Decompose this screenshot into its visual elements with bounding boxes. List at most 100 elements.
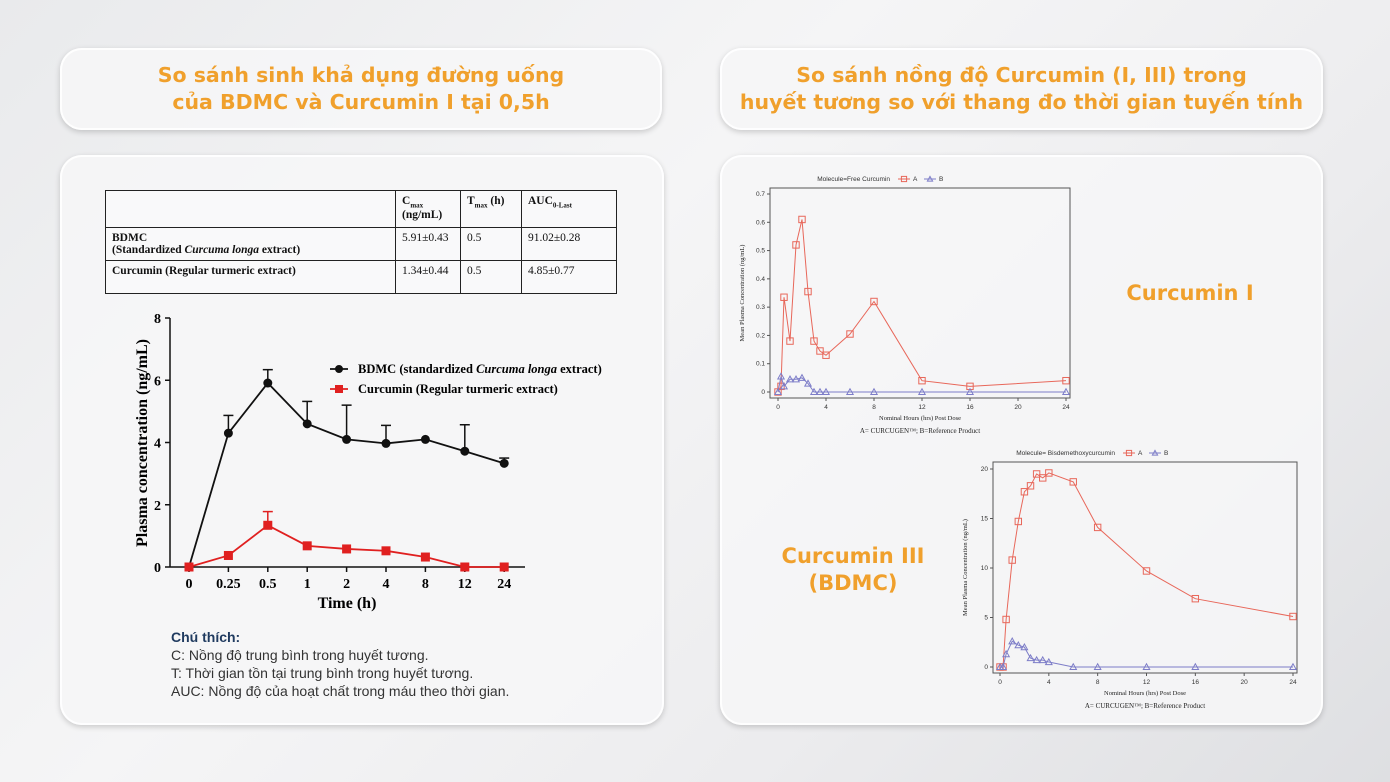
data-point <box>1062 376 1070 385</box>
data-point <box>815 387 825 396</box>
data-point <box>1008 637 1017 645</box>
data-point <box>1014 640 1023 649</box>
legend-label: B <box>939 176 943 183</box>
data-point <box>810 337 818 345</box>
legend-marker <box>1151 449 1159 456</box>
data-point <box>1032 655 1041 664</box>
data-point <box>791 375 801 383</box>
x-tick-label: 20 <box>1241 679 1249 686</box>
series-line <box>777 219 1067 393</box>
data-point <box>1191 594 1200 603</box>
series-line <box>1000 640 1293 668</box>
note-line: T: Thời gian tồn tại trung bình trong hu… <box>171 665 474 681</box>
data-point <box>1069 478 1077 486</box>
y-tick-label: 0.1 <box>756 361 765 368</box>
data-point <box>846 330 854 338</box>
data-point <box>779 382 789 390</box>
auc-cell: 91.02±0.28 <box>521 227 617 261</box>
data-point <box>786 337 794 345</box>
data-point <box>1039 474 1047 482</box>
data-point <box>1045 469 1053 477</box>
series-line <box>777 376 1066 393</box>
x-tick-label: 12 <box>1143 679 1151 686</box>
data-point <box>1289 612 1297 621</box>
data-point <box>1020 642 1029 651</box>
data-point <box>1142 662 1151 671</box>
y-tick-label: 15 <box>981 516 989 523</box>
x-tick-label: 16 <box>1192 679 1200 686</box>
data-point <box>1038 655 1047 664</box>
data-point <box>223 550 233 560</box>
right-content-card <box>720 155 1323 725</box>
x-tick-label: 0 <box>776 404 780 411</box>
y-tick-label: 20 <box>981 466 989 473</box>
data-point <box>821 387 831 396</box>
y-tick-label: 10 <box>981 565 989 572</box>
table-row: BDMC (Standardized Curcuma longa extract)… <box>105 227 617 261</box>
legend-marker <box>900 175 908 183</box>
y-tick-label: 0.2 <box>756 332 765 339</box>
data-point <box>999 662 1008 671</box>
data-point <box>1044 657 1053 666</box>
x-axis-label: Time (h) <box>318 595 377 612</box>
x-tick-label: 0.5 <box>259 577 277 592</box>
data-point <box>1008 556 1016 564</box>
data-point <box>1020 488 1029 496</box>
data-point <box>1061 387 1071 396</box>
right-title-card: So sánh nồng độ Curcumin (I, III) trong … <box>720 48 1323 130</box>
left-title-line1: So sánh sinh khả dụng đường uống <box>157 63 565 87</box>
y-tick-label: 2 <box>154 499 161 514</box>
x-tick-label: 1 <box>304 577 311 592</box>
x-tick-label: 24 <box>1289 679 1297 686</box>
notes-heading: Chú thích: <box>171 629 241 645</box>
data-point <box>1069 662 1078 671</box>
x-tick-label: 24 <box>497 577 511 592</box>
legend-marker <box>335 385 343 393</box>
data-point <box>1026 482 1035 490</box>
data-point <box>1093 523 1102 532</box>
series-line <box>1000 472 1294 668</box>
data-point <box>809 387 819 396</box>
y-tick-label: 5 <box>984 615 988 622</box>
y-tick-label: 0 <box>154 561 161 576</box>
y-tick-label: 0.6 <box>756 219 765 226</box>
data-point <box>816 347 824 355</box>
data-point <box>918 376 926 385</box>
y-tick-label: 0.7 <box>756 191 765 198</box>
label-curcumin-1: Curcumin I <box>1126 281 1254 305</box>
x-tick-label: 4 <box>1047 679 1051 686</box>
data-point <box>499 562 509 572</box>
data-point <box>869 387 879 396</box>
data-point <box>822 351 830 359</box>
x-tick-label: 16 <box>966 404 974 411</box>
data-point <box>804 287 812 296</box>
x-tick-label: 4 <box>824 404 828 411</box>
note-line: AUC: Nồng độ của hoạt chất trong máu the… <box>171 683 510 699</box>
chart-caption: A= CURCUGEN™; B=Reference Product <box>1085 702 1205 710</box>
cmax-cell: 5.91±0.43 <box>395 227 461 261</box>
data-point <box>917 387 927 396</box>
data-point <box>302 419 312 429</box>
y-tick-label: 6 <box>154 374 161 389</box>
x-axis-label: Nominal Hours (hrs) Post Dose <box>1104 690 1186 697</box>
chart-title: Molecule= Bisdemethoxycurcumin <box>1016 450 1115 457</box>
data-point <box>792 241 800 249</box>
data-point <box>870 297 878 306</box>
y-tick-label: 0 <box>984 664 988 671</box>
data-point <box>223 428 233 438</box>
x-tick-label: 24 <box>1062 404 1070 411</box>
x-tick-label: 20 <box>1014 404 1022 411</box>
data-point <box>845 387 855 396</box>
data-point <box>776 372 786 380</box>
data-point <box>381 546 391 556</box>
data-point <box>263 378 273 388</box>
right-title-line2: huyết tương so với thang đo thời gian tu… <box>739 90 1304 114</box>
data-point <box>420 552 430 562</box>
data-point <box>499 458 509 468</box>
data-point <box>460 446 470 456</box>
data-point <box>1191 662 1200 671</box>
chart-title: Molecule=Free Curcumin <box>817 176 890 183</box>
x-tick-label: 8 <box>872 404 876 411</box>
legend-label: A <box>913 176 918 183</box>
auc-cell: 4.85±0.77 <box>521 260 617 294</box>
